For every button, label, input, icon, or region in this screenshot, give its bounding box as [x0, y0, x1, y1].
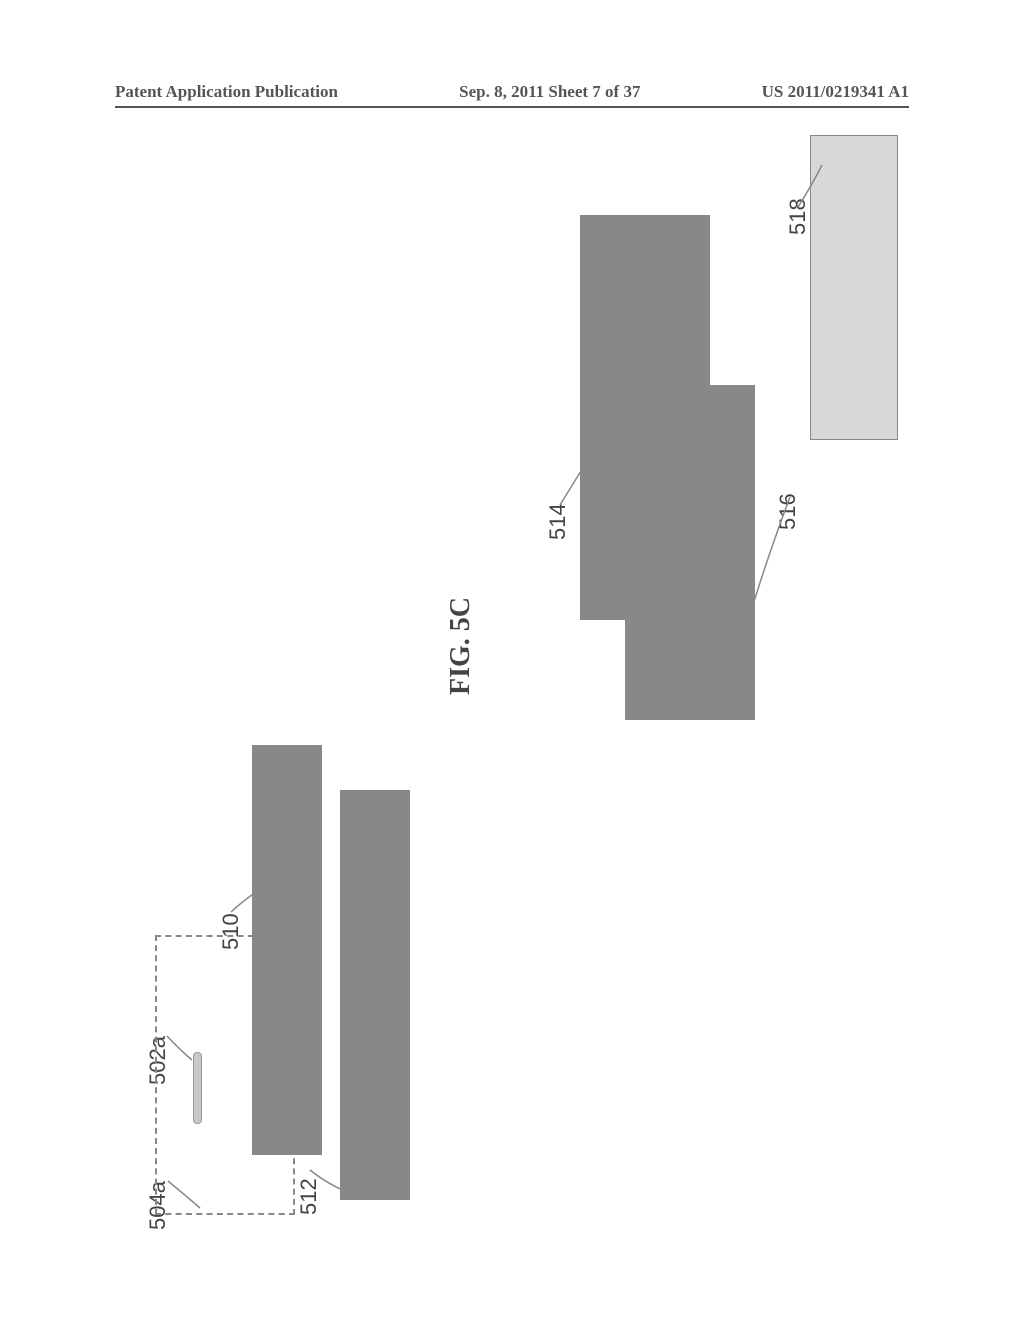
figure-title: FIG. 5C — [445, 597, 477, 695]
page-header: Patent Application Publication Sep. 8, 2… — [115, 82, 909, 108]
dashed-selection-504a — [155, 935, 295, 1215]
label-516: 516 — [775, 493, 801, 530]
label-514: 514 — [545, 503, 571, 540]
header-right: US 2011/0219341 A1 — [762, 82, 909, 102]
block-512 — [340, 790, 410, 1200]
label-512: 512 — [296, 1178, 322, 1215]
header-left: Patent Application Publication — [115, 82, 338, 102]
block-518 — [810, 135, 898, 440]
label-518: 518 — [785, 198, 811, 235]
block-516 — [625, 385, 755, 720]
small-bar-502a — [193, 1052, 202, 1124]
header-center: Sep. 8, 2011 Sheet 7 of 37 — [459, 82, 640, 102]
